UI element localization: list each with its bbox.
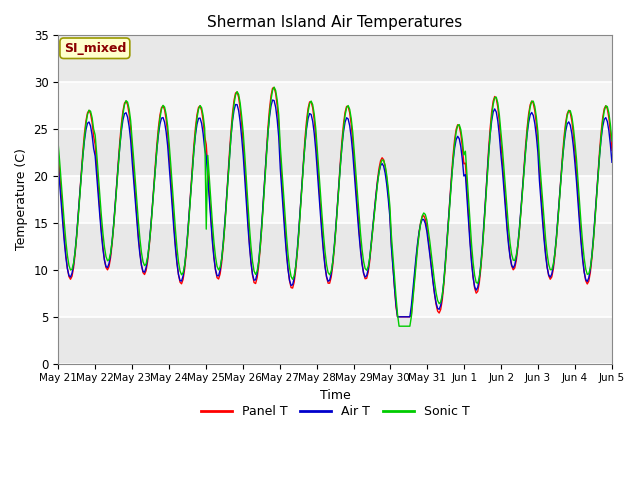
Bar [58,82,612,129]
Sonic T [580,255,588,261]
Sonic T [396,324,403,329]
Bar [58,270,612,317]
Sonic T [238,114,246,120]
Sonic T [298,186,306,192]
Y-axis label: Temperature (C): Temperature (C) [15,149,28,251]
Panel T [220,243,227,249]
Line: Panel T: Panel T [58,87,612,317]
Sonic T [270,84,278,90]
Panel T [270,84,278,90]
Air T [220,240,227,246]
Sonic T [54,141,62,146]
Panel T [122,98,130,104]
Panel T [247,258,255,264]
Line: Sonic T: Sonic T [58,87,612,326]
Panel T [298,181,306,187]
Text: SI_mixed: SI_mixed [64,42,126,55]
Sonic T [608,138,616,144]
Line: Air T: Air T [58,100,612,317]
Panel T [394,314,401,320]
Air T [608,159,616,165]
Panel T [54,150,62,156]
Title: Sherman Island Air Temperatures: Sherman Island Air Temperatures [207,15,463,30]
Air T [247,260,255,265]
Sonic T [247,244,255,250]
X-axis label: Time: Time [319,389,351,402]
Air T [269,97,276,103]
Air T [298,182,306,188]
Air T [580,269,588,275]
Sonic T [220,242,227,248]
Legend: Panel T, Air T, Sonic T: Panel T, Air T, Sonic T [196,400,474,423]
Bar [58,176,612,223]
Panel T [608,147,616,153]
Air T [54,161,62,167]
Air T [394,314,401,320]
Sonic T [122,98,130,104]
Panel T [580,269,588,275]
Air T [122,110,130,116]
Panel T [238,122,246,128]
Air T [238,135,246,141]
